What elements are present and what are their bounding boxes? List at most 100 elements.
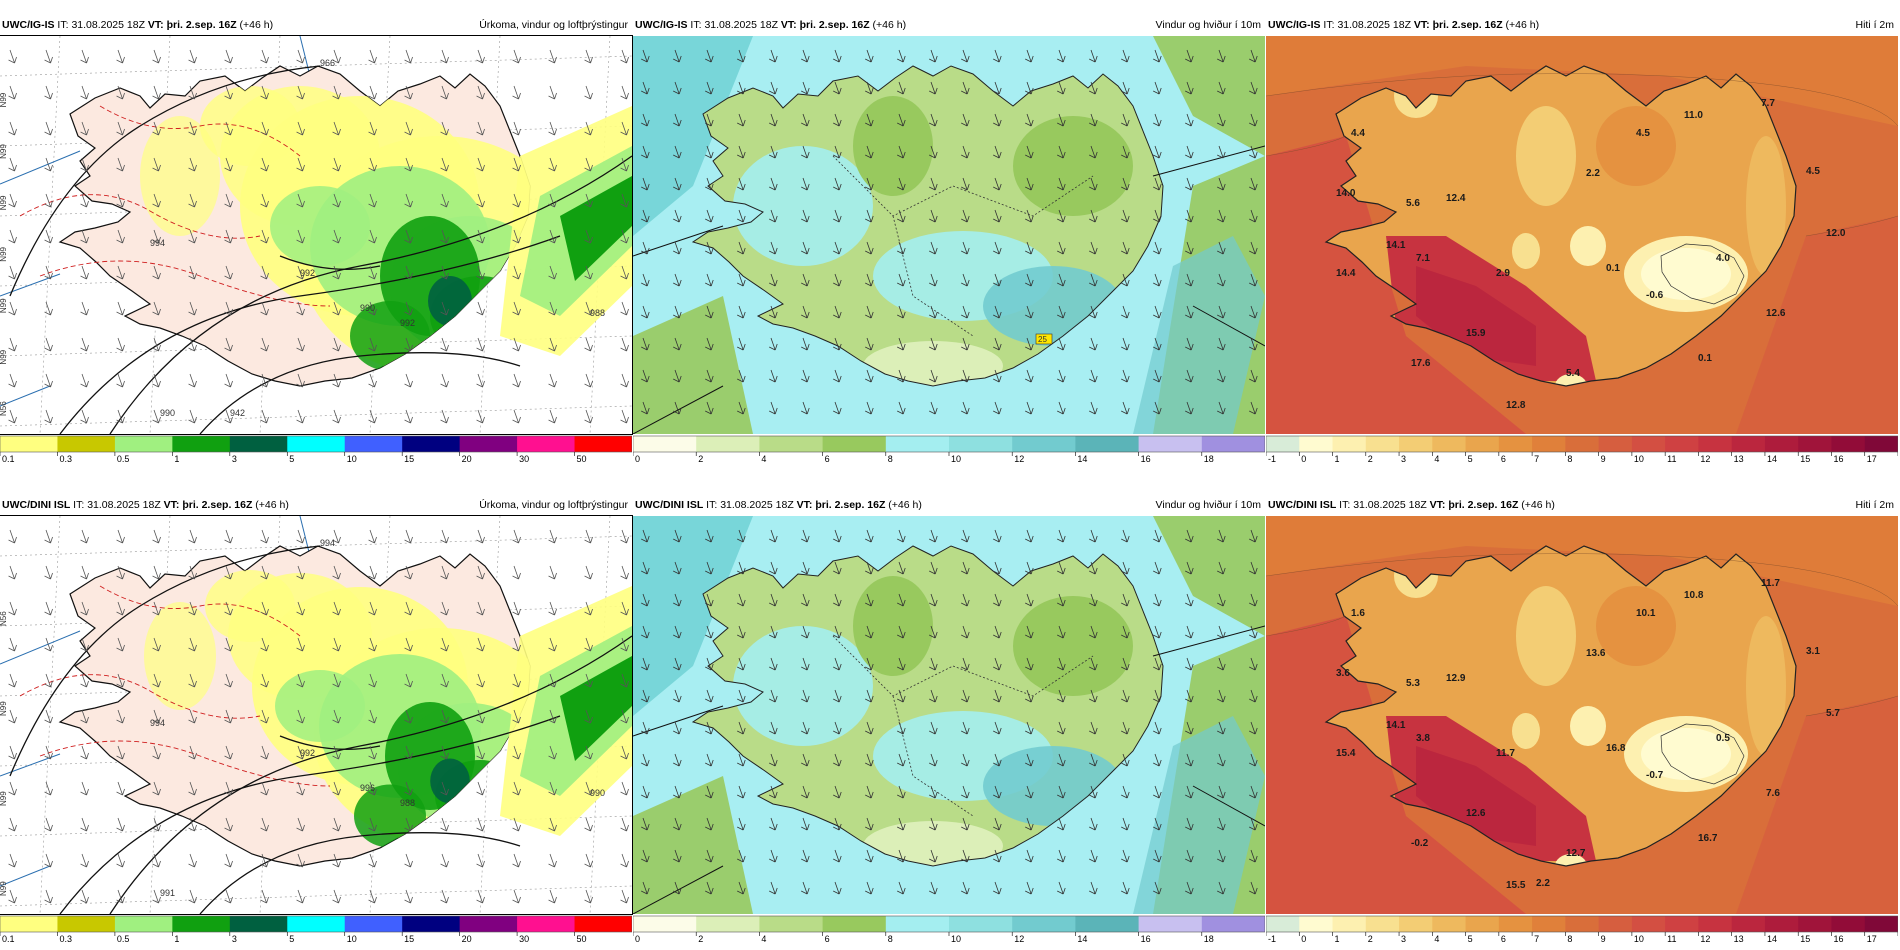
colorbar-swatch: [459, 916, 518, 932]
colorbar-swatch: [1698, 916, 1733, 932]
colorbar-label: 4: [1434, 454, 1439, 464]
lead-time: (+46 h): [1521, 499, 1555, 511]
colorbar-label: 15: [1800, 454, 1810, 464]
latitude-label: N99: [0, 701, 8, 716]
colorbar-label: 8: [888, 454, 893, 464]
lead-time: (+46 h): [239, 19, 274, 31]
colorbar-label: 3: [232, 934, 237, 944]
colorbar-label: 15: [1800, 934, 1810, 944]
wind-fields-sea: [633, 516, 1265, 914]
it-value: 31.08.2025 18Z: [1353, 499, 1427, 511]
it-value: 31.08.2025 18Z: [704, 19, 778, 31]
panel-igis-wind: UWC/IG-IS IT: 31.08.2025 18Z VT: þri. 2.…: [633, 14, 1265, 464]
colorbar-swatch: [1565, 436, 1600, 452]
temperature-value: 12.0: [1826, 228, 1846, 239]
temperature-value: 7.7: [1761, 98, 1775, 109]
map-area[interactable]: 994 994 992 996 990 988 991 N99 N99 N99 N56: [0, 515, 633, 915]
temperature-value: 11.0: [1684, 110, 1703, 121]
map-svg: 966 994 992 990 988 992 990 942 N56 N99 N99 N99 N99 N…: [0, 36, 632, 434]
latitude-label: N99: [0, 246, 8, 261]
coastline: [1324, 545, 1797, 867]
it-label: IT:: [690, 19, 702, 31]
panel-title: Vindur og hviður í 10m: [1155, 499, 1261, 511]
temperature-value: 4.0: [1716, 253, 1730, 264]
map-svg: 1.6 11.7 10.8 10.1 13.6 3.1 3.6 5.3 12.9 5.7 14.1 3…: [1266, 516, 1898, 914]
colorbar-swatch: [696, 436, 760, 452]
colorbar-swatch: [1764, 916, 1799, 932]
colorbar-label: 3: [1401, 934, 1406, 944]
it-label: IT:: [73, 499, 85, 511]
colorbar-label: 16: [1833, 934, 1843, 944]
colorbar-label: 3: [232, 454, 237, 464]
colorbar-label: 5: [1468, 934, 1473, 944]
vt-label: VT:: [1413, 19, 1430, 31]
temperature-value: 5.4: [1566, 368, 1580, 379]
colorbar-label: 17: [1867, 934, 1877, 944]
region-borders: [832, 635, 1094, 817]
temperature-value: 2.2: [1586, 168, 1600, 179]
panel-header: UWC/DINI ISL IT: 31.08.2025 18Z VT: þri.…: [0, 494, 632, 516]
temperature-value: 14.4: [1336, 268, 1356, 279]
temperature-value: 4.4: [1351, 128, 1365, 139]
isobar-label: 996: [360, 783, 375, 793]
map-area[interactable]: 25: [633, 36, 1265, 434]
colorbar-swatch: [1498, 436, 1533, 452]
colorbar-label: 3: [1401, 454, 1406, 464]
colorbar-swatch: [344, 436, 403, 452]
colorbar-label: 14: [1767, 934, 1777, 944]
model-name: UWC/DINI ISL: [1268, 499, 1337, 511]
vt-value: þri. 2.sep. 16Z: [1448, 499, 1519, 511]
colorbar-label: 9: [1601, 454, 1606, 464]
temperature-value: 14.1: [1386, 720, 1406, 731]
colorbar-swatch: [1665, 916, 1699, 932]
colorbar-label: 13: [1734, 454, 1744, 464]
isobar-label: 988: [400, 798, 415, 808]
colorbar-label: 10: [1634, 454, 1644, 464]
temperature-value: -0.6: [1646, 290, 1664, 301]
colorbar-swatch: [57, 436, 116, 452]
map-area[interactable]: 1.6 11.7 10.8 10.1 13.6 3.1 3.6 5.3 12.9 5.7 14.1 3…: [1266, 516, 1898, 914]
colorbar-label: 10: [951, 934, 961, 944]
colorbar-swatch: [1798, 916, 1832, 932]
isobar-label: 990: [360, 303, 375, 313]
colorbar-label: 0.3: [59, 454, 72, 464]
colorbar-swatch: [1631, 436, 1666, 452]
colorbar-swatch: [1831, 916, 1866, 932]
map-area[interactable]: [633, 516, 1265, 914]
colorbar-label: 5: [289, 934, 294, 944]
wind-barbs: [8, 529, 629, 904]
colorbar-label: 15: [404, 454, 414, 464]
colorbar-label: 8: [1567, 454, 1572, 464]
panel-title: Hiti í 2m: [1855, 19, 1894, 31]
temperature-value: 2.9: [1496, 268, 1510, 279]
colorbar-swatch: [1201, 436, 1265, 452]
map-area[interactable]: 966 994 992 990 988 992 990 942 N56 N99 N99 N99 N99 N…: [0, 35, 633, 435]
colorbar-swatch: [1075, 916, 1140, 932]
lead-time: (+46 h): [1505, 19, 1540, 31]
colorbar-swatch: [517, 916, 576, 932]
temperature-value: 11.7: [1761, 578, 1780, 589]
temperature-value: 15.9: [1466, 328, 1486, 339]
colorbar-label: 12: [1700, 454, 1710, 464]
temperature-value: 5.7: [1826, 708, 1840, 719]
colorbar-label: 0.1: [2, 454, 15, 464]
vt-label: VT:: [163, 499, 180, 511]
colorbar-label: 30: [519, 934, 529, 944]
panel-header: UWC/IG-IS IT: 31.08.2025 18Z VT: þri. 2.…: [633, 14, 1265, 36]
colorbar-label: 1: [1335, 934, 1340, 944]
colorbar-label: 6: [1501, 934, 1506, 944]
temperature-value: 12.8: [1506, 400, 1526, 411]
colorbar-swatch: [1631, 916, 1666, 932]
panel-igis-precip: UWC/IG-IS IT: 31.08.2025 18Z VT: þri. 2.…: [0, 14, 633, 464]
colorbar-label: 15: [404, 934, 414, 944]
land-temp-fields: [1386, 554, 1786, 866]
colorbar-label: 9: [1601, 934, 1606, 944]
glacier-outline: [1660, 723, 1745, 785]
it-value: 31.08.2025 18Z: [720, 499, 794, 511]
colorbar-swatch: [287, 916, 346, 932]
colorbar-swatch: [696, 916, 760, 932]
colorbar-swatch: [1266, 916, 1300, 932]
colorbar-swatch: [574, 916, 632, 932]
colorbar-swatch: [402, 916, 461, 932]
map-area[interactable]: 4.4 7.7 11.0 4.5 2.2 4.5 14.0 5.6 12.4 12.0 14.1 7.…: [1266, 36, 1898, 434]
